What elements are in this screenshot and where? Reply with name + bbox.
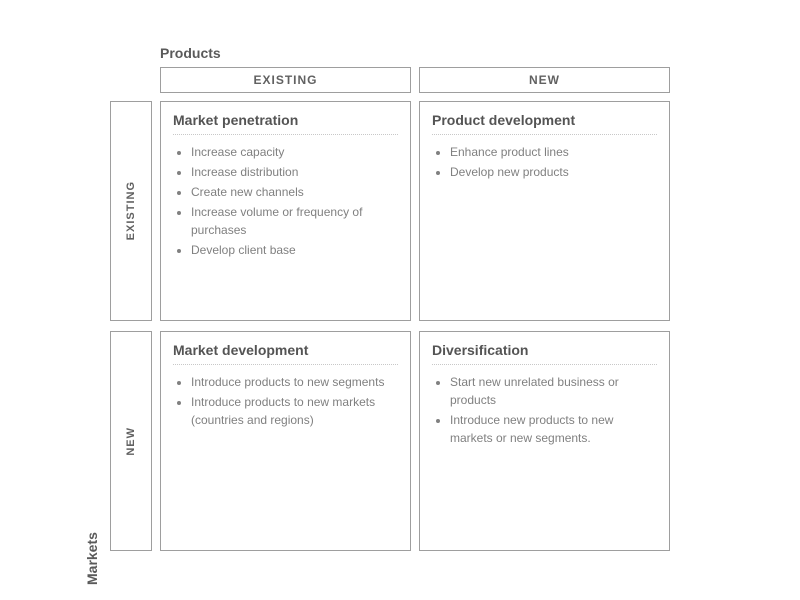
cell-title: Diversification bbox=[432, 342, 657, 365]
list-item: Increase volume or frequency of purchase… bbox=[191, 203, 398, 239]
list-item: Introduce products to new markets (count… bbox=[191, 393, 398, 429]
column-headers: EXISTING NEW bbox=[160, 67, 670, 93]
cell-title: Product development bbox=[432, 112, 657, 135]
cell-items: Increase capacity Increase distribution Cr… bbox=[173, 143, 398, 259]
cell-items: Enhance product lines Develop new product… bbox=[432, 143, 657, 181]
list-item: Develop new products bbox=[450, 163, 657, 181]
col-header-new: NEW bbox=[419, 67, 670, 93]
row-header-new-label: NEW bbox=[125, 427, 137, 456]
list-item: Introduce new products to new markets or… bbox=[450, 411, 657, 447]
list-item: Develop client base bbox=[191, 241, 398, 259]
row-header-new: NEW bbox=[110, 331, 152, 551]
cell-market-development: Market development Introduce products to… bbox=[160, 331, 411, 551]
list-item: Start new unrelated business or products bbox=[450, 373, 657, 409]
cell-market-penetration: Market penetration Increase capacityIncr… bbox=[160, 101, 411, 321]
col-header-existing: EXISTING bbox=[160, 67, 411, 93]
cell-diversification: Diversification Start new unrelated busi… bbox=[419, 331, 670, 551]
cell-items: Introduce products to new segments Introd… bbox=[173, 373, 398, 429]
list-item: Increase capacity bbox=[191, 143, 398, 161]
row-header-existing-label: EXISTING bbox=[125, 181, 137, 240]
list-item: Create new channels bbox=[191, 183, 398, 201]
row-existing: EXISTING Market penetration Increase cap… bbox=[110, 101, 670, 321]
cell-title: Market penetration bbox=[173, 112, 398, 135]
row-new: NEW Market development Introduce product… bbox=[110, 331, 670, 551]
list-item: Introduce products to new segments bbox=[191, 373, 398, 391]
row-header-existing: EXISTING bbox=[110, 101, 152, 321]
cell-title: Market development bbox=[173, 342, 398, 365]
list-item: Enhance product lines bbox=[450, 143, 657, 161]
ansoff-matrix: Products EXISTING NEW EXISTING Market pe… bbox=[110, 45, 670, 561]
axis-products-label: Products bbox=[160, 45, 670, 61]
cell-product-development: Product development Enhance product line… bbox=[419, 101, 670, 321]
axis-markets-label: Markets bbox=[84, 532, 100, 585]
list-item: Increase distribution bbox=[191, 163, 398, 181]
cell-items: Start new unrelated business or products… bbox=[432, 373, 657, 447]
